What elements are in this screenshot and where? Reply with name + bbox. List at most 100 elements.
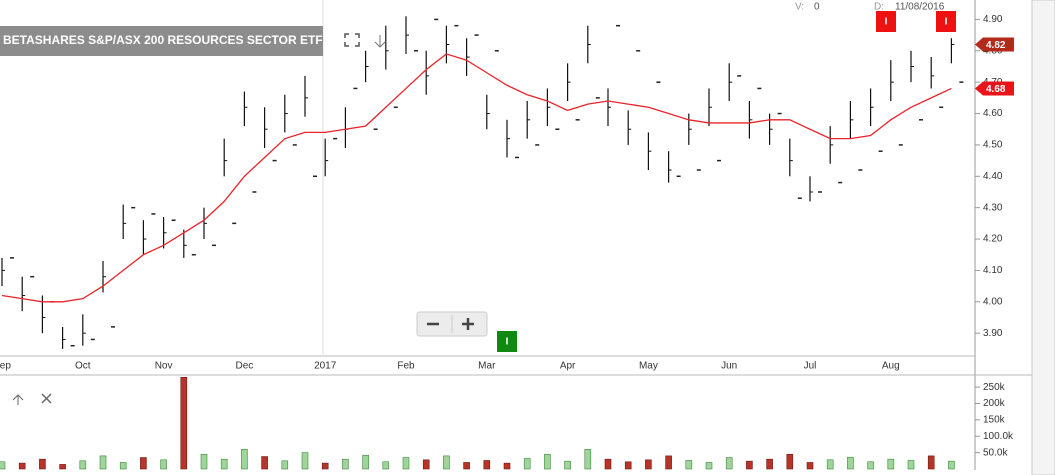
x-tick-label: Apr (560, 361, 576, 372)
volume-bar (786, 453, 794, 470)
sar-dot (10, 257, 14, 259)
volume-bar (544, 453, 551, 470)
d-label: D: (874, 2, 884, 13)
sar-dot (191, 253, 196, 256)
sar-dot (353, 87, 358, 90)
sar-dot (90, 338, 95, 341)
volume-bar (645, 459, 652, 470)
sar-dot (151, 213, 156, 215)
y-tick-label: 4.40 (983, 171, 1003, 182)
sar-dot (595, 97, 600, 99)
y-tick-label: 4.50 (983, 140, 1003, 151)
volume-bar (523, 458, 531, 470)
sar-dot (757, 87, 762, 90)
sar-dot (616, 24, 620, 27)
sar-dot (111, 326, 115, 328)
date: 11/08/2016 (895, 2, 945, 13)
close-panel[interactable] (41, 393, 52, 404)
event-box (497, 331, 517, 352)
x-tick-label: Jul (804, 361, 817, 372)
volume-bar (564, 460, 571, 470)
sar-dot (272, 159, 277, 162)
volume-bar (907, 460, 915, 470)
x-tick-label: Feb (397, 361, 415, 372)
volume-bar (321, 462, 329, 470)
event-marker[interactable]: I (497, 331, 517, 352)
volume-tick-label: 100.0k (983, 431, 1014, 442)
volume-bar (301, 452, 309, 470)
sar-dot (555, 128, 560, 130)
volume-bar (584, 449, 592, 470)
move-up[interactable] (12, 394, 24, 405)
x-tick-label: Sep (0, 361, 11, 372)
volume-bar (483, 460, 491, 470)
sar-dot (252, 191, 257, 193)
moving-average (1, 53, 952, 303)
volume-tick-label: 50.0k (983, 447, 1008, 458)
sar-dot (838, 181, 843, 184)
sar-dot (656, 81, 661, 83)
volume-bar (200, 453, 208, 470)
volume-bar (847, 456, 854, 470)
sar-dot (737, 75, 742, 77)
volume-bar (382, 461, 390, 470)
volume-bar (665, 455, 672, 470)
down-arrow[interactable] (374, 35, 386, 48)
x-tick-label: Mar (478, 361, 496, 372)
side-panel (1031, 0, 1055, 475)
volume-bar (746, 460, 753, 470)
volume-bar (140, 457, 147, 470)
sar-dot (797, 197, 802, 200)
sar-dot (474, 34, 479, 36)
volume-bar (867, 461, 874, 470)
event-marker[interactable]: I (876, 11, 896, 32)
volume-bar (18, 462, 26, 470)
volume-bar (685, 460, 693, 470)
sar-dot (777, 112, 782, 115)
volume-bar (402, 457, 410, 470)
sar-dot (414, 50, 418, 52)
x-tick-label: Jun (721, 361, 737, 372)
y-tick-label: 4.60 (983, 108, 1003, 119)
volume-bar (948, 460, 955, 470)
volume-bar (503, 462, 511, 470)
sar-dot (515, 156, 519, 159)
event-box (876, 11, 896, 32)
sar-dot (393, 106, 398, 109)
event-label: I (885, 17, 888, 28)
volume-bar (261, 456, 268, 470)
volume-bar (766, 458, 773, 470)
sar-dot (30, 275, 35, 278)
sar-dot (171, 219, 176, 221)
fullscreen-icon[interactable] (344, 33, 360, 47)
volume-bar (624, 461, 632, 470)
sar-dot (676, 175, 681, 178)
sar-dot (575, 119, 580, 121)
y-tick-label: 4.30 (983, 202, 1003, 213)
volume-bar (604, 458, 612, 470)
volume-tick-label: 200k (983, 398, 1006, 409)
y-tick-label: 4.00 (983, 296, 1003, 307)
sar-dot (818, 191, 822, 193)
event-box (936, 11, 956, 32)
sar-dot (70, 344, 75, 347)
price-tag (975, 81, 1014, 96)
volume-bar (725, 457, 733, 470)
event-marker[interactable]: I (936, 11, 956, 32)
volume-bar (422, 459, 430, 470)
sar-dot (717, 159, 721, 162)
x-tick-label: May (639, 361, 658, 372)
volume-bar (927, 455, 935, 470)
sar-dot (898, 144, 903, 146)
volume-bar (887, 458, 895, 470)
volume-bar (220, 458, 228, 470)
volume-bar (463, 462, 470, 470)
volume-tick-label: 150k (983, 415, 1006, 426)
volume-bar (443, 455, 450, 470)
price-tag (975, 37, 1014, 52)
zoom-in[interactable] (462, 318, 474, 330)
volume-bar (99, 455, 107, 470)
sar-dot (494, 50, 499, 52)
y-tick-label: 4.20 (983, 234, 1003, 245)
